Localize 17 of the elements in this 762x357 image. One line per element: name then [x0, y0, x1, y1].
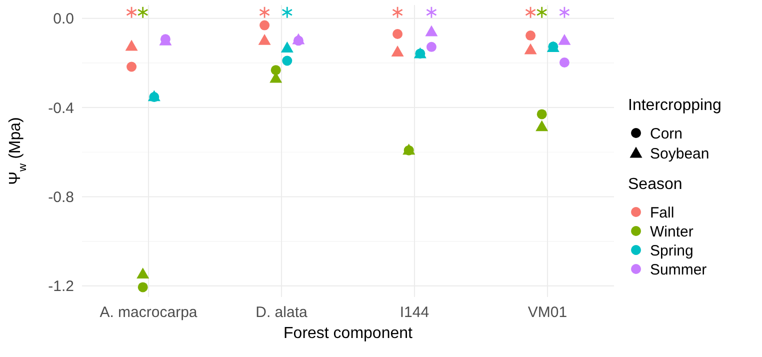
x-tick-label: A. macrocarpa — [100, 304, 198, 321]
x-axis-title: Forest component — [284, 325, 414, 342]
legend-title: Season — [628, 176, 682, 193]
y-tick-label: -1.2 — [48, 278, 74, 296]
legend-label: Summer — [650, 261, 707, 278]
y-tick-label: -0.8 — [48, 188, 74, 206]
y-tick-label: -0.4 — [48, 100, 74, 117]
legend-label: Spring — [650, 242, 694, 260]
y-tick-label: 0.0 — [53, 10, 74, 28]
legend-label: Fall — [650, 204, 674, 222]
text: Intercropping — [628, 97, 722, 114]
text: Corn — [650, 125, 683, 142]
text: Soybean — [650, 145, 710, 162]
x-tick-label: I144 — [400, 304, 430, 321]
x-tick-label: VM01 — [528, 304, 568, 321]
x-tick-label: D. alata — [256, 304, 308, 321]
legend-label: Winter — [650, 223, 694, 240]
